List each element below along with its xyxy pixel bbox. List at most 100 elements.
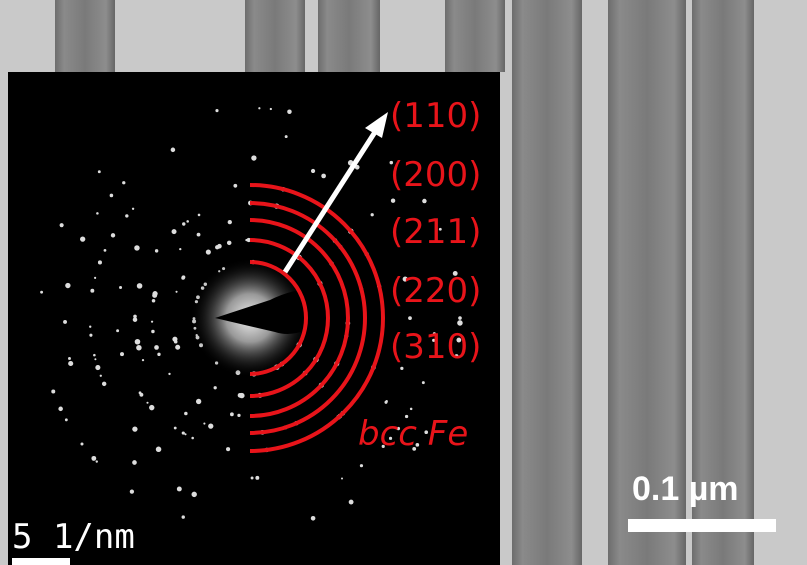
spot (182, 515, 185, 518)
spot (63, 320, 67, 324)
spot (168, 373, 170, 375)
spot (422, 199, 426, 203)
spot (175, 291, 177, 293)
spot (98, 260, 102, 264)
spot (104, 249, 107, 252)
spot (391, 199, 395, 203)
spot (152, 291, 157, 296)
spot (215, 109, 218, 112)
spot (132, 460, 137, 465)
spot (270, 108, 272, 110)
spot (208, 423, 213, 428)
spot (239, 393, 244, 398)
plane-label: (200) (390, 155, 481, 195)
spot (98, 170, 101, 173)
spot (311, 516, 316, 521)
spot (151, 321, 153, 323)
spot (146, 402, 148, 404)
spot (116, 329, 119, 332)
spot (182, 431, 185, 434)
spot (191, 492, 196, 497)
spot (255, 476, 259, 480)
spot (251, 477, 254, 480)
spot (226, 447, 230, 451)
spot (175, 345, 180, 350)
spot (120, 352, 124, 356)
phase-label: bcc Fe (358, 414, 468, 454)
spot (65, 418, 68, 421)
spot (422, 381, 425, 384)
inset-scale-label: 5 1/nm (12, 517, 135, 557)
spot (184, 412, 188, 416)
spot (157, 353, 160, 356)
spot (217, 244, 222, 249)
spot (177, 486, 182, 491)
spot (179, 248, 181, 250)
spot (155, 249, 158, 252)
spot (100, 375, 102, 377)
spot (228, 220, 232, 224)
spot (151, 330, 154, 333)
spot (321, 174, 326, 179)
plane-label: (310) (390, 327, 481, 367)
spot (51, 389, 55, 393)
spot (130, 490, 134, 494)
spot (172, 229, 177, 234)
spot (96, 460, 98, 462)
spot (182, 222, 185, 225)
spot (410, 408, 413, 411)
spot (80, 236, 85, 241)
spot (174, 427, 177, 430)
spot (111, 233, 115, 237)
spot (341, 477, 343, 479)
spot (360, 464, 363, 467)
micrograph: (110) (200) (211) (220) (310) bcc Fe 5 1… (0, 0, 807, 565)
spot (371, 213, 374, 216)
spot (458, 316, 462, 320)
spot (203, 423, 205, 425)
spot (94, 358, 96, 360)
spot (68, 361, 73, 366)
spot (206, 249, 211, 254)
spot (154, 345, 159, 350)
spot (134, 245, 139, 250)
spot (408, 316, 412, 320)
spot (132, 426, 137, 431)
spot (102, 382, 106, 386)
spot (142, 359, 144, 361)
spot (186, 220, 189, 223)
spot (89, 326, 91, 328)
scale-label: 0.1 µm (632, 470, 739, 508)
spot (65, 283, 70, 288)
spot (251, 155, 256, 160)
spot (94, 277, 96, 279)
spot (132, 208, 134, 210)
spot (68, 357, 71, 360)
spot (110, 194, 114, 198)
spot (91, 456, 96, 461)
spot (133, 315, 137, 319)
spot (311, 169, 315, 173)
spot (119, 286, 122, 289)
spot (80, 442, 83, 445)
spot (237, 414, 240, 417)
spot (287, 109, 291, 113)
spot (349, 500, 354, 505)
spot (230, 412, 234, 416)
spot (95, 365, 100, 370)
scale-bar (628, 519, 776, 532)
spot (60, 223, 64, 227)
spot (96, 212, 99, 215)
spot (233, 184, 237, 188)
spot (285, 135, 288, 138)
spot (139, 391, 142, 394)
spot (149, 405, 154, 410)
inset-scale-bar (12, 558, 70, 565)
plane-label: (220) (390, 271, 481, 311)
spot (152, 299, 156, 303)
spot (171, 148, 176, 153)
spot (156, 447, 162, 453)
spot (196, 399, 201, 404)
spot (172, 337, 177, 342)
spot (191, 437, 194, 440)
